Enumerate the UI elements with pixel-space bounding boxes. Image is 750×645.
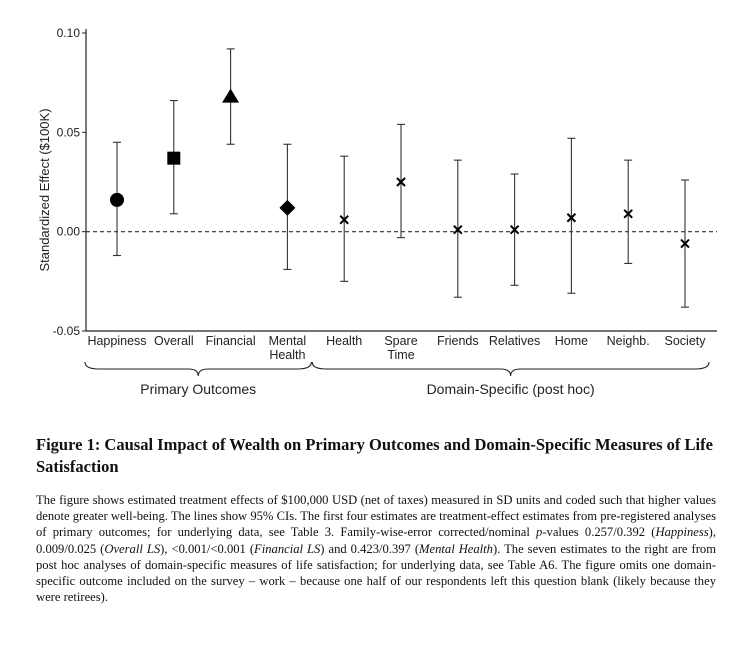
x-category-label: Overall: [154, 334, 194, 348]
group-brace-layer: Primary Outcomes Domain-Specific (post ho…: [84, 361, 710, 397]
group-label: Primary Outcomes: [140, 381, 256, 397]
x-category-label: Spare Time: [384, 334, 417, 362]
caption-italic-run: Happiness: [655, 525, 709, 540]
x-category-label: Mental Health: [269, 334, 307, 362]
group-label: Domain-Specific (post hoc): [427, 381, 595, 397]
data-point-neighb: [623, 159, 633, 265]
data-point-health: [339, 155, 349, 282]
data-point-relatives: [509, 173, 520, 286]
x-category-label: Society: [665, 334, 707, 348]
data-point-friends: [453, 159, 463, 298]
figure-caption-body: The figure shows estimated treatment eff…: [36, 492, 716, 605]
y-tick-label: 0.05: [57, 125, 81, 139]
y-axis-title: Standardized Effect ($100K): [37, 108, 52, 271]
chart: -0.05 0.00 0.05 0.10 Happiness Overall Financ…: [37, 26, 717, 397]
group-brace: [311, 361, 710, 377]
figure-caption-title: Figure 1: Causal Impact of Wealth on Pri…: [36, 435, 713, 476]
triangle-marker: [222, 88, 240, 103]
data-point-society: [680, 179, 690, 308]
caption-italic-run: Financial LS: [254, 541, 321, 556]
x-category-label: Friends: [437, 334, 479, 348]
x-marker-stroke: [453, 224, 463, 235]
caption-italic-run: Overall LS: [104, 541, 161, 556]
x-marker-stroke: [680, 238, 690, 249]
caption-text-run: -values 0.257/0.392 (: [542, 525, 656, 540]
square-marker: [167, 151, 181, 165]
data-point-financial: [222, 48, 240, 145]
caption-text-run: The figure shows estimated treatment eff…: [36, 493, 716, 540]
caption-text-run: ), <0.001/<0.001 (: [160, 541, 255, 556]
axis-layer: -0.05 0.00 0.05 0.10: [53, 26, 717, 338]
data-point-mental-health: [279, 143, 296, 270]
x-marker-stroke: [339, 215, 349, 225]
x-category-label: Happiness: [87, 334, 146, 348]
diamond-marker: [279, 199, 296, 216]
caption-text-run: ), 0.009/0.025 (: [36, 525, 716, 556]
caption-italic-run: Mental Health: [419, 541, 493, 556]
x-category-label: Financial: [206, 334, 256, 348]
data-point-home: [566, 137, 577, 294]
x-marker-stroke: [566, 213, 577, 223]
data-point-spare-time: [396, 123, 406, 239]
x-category-label: Neighb.: [607, 334, 650, 348]
data-layer: [110, 48, 690, 308]
group-brace: [84, 361, 312, 377]
caption-text-run: ). The seven estimates to the right are …: [36, 541, 716, 605]
y-tick-label: 0.10: [57, 26, 81, 40]
x-category-label: Relatives: [489, 334, 540, 348]
category-label-layer: Happiness Overall Financial Mental Health Hea…: [87, 334, 706, 362]
data-point-happiness: [110, 141, 124, 257]
caption-italic-run: p: [536, 525, 543, 540]
caption-text-run: ) and 0.423/0.397 (: [320, 541, 420, 556]
x-marker-stroke: [623, 209, 633, 219]
circle-marker: [110, 192, 124, 207]
x-marker-stroke: [396, 177, 406, 187]
y-tick-label: -0.05: [53, 324, 81, 338]
x-category-label: Home: [555, 334, 588, 348]
data-point-overall: [167, 99, 181, 215]
y-tick-label: 0.00: [57, 225, 81, 239]
x-category-label: Health: [326, 334, 362, 348]
x-marker-stroke: [509, 224, 520, 235]
